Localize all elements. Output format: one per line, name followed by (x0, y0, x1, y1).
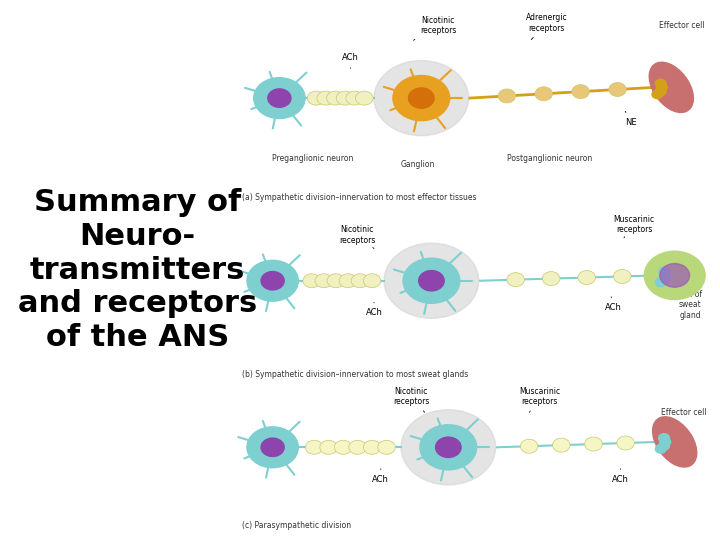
Circle shape (393, 76, 450, 120)
Circle shape (346, 91, 364, 105)
Circle shape (305, 440, 323, 454)
Text: (c) Parasympathetic division: (c) Parasympathetic division (242, 521, 351, 530)
Circle shape (659, 275, 670, 284)
Circle shape (401, 410, 495, 485)
Circle shape (339, 274, 356, 288)
Text: Nicotinic
receptors: Nicotinic receptors (339, 225, 375, 248)
Circle shape (436, 437, 461, 457)
Text: Muscarinic
receptors: Muscarinic receptors (519, 387, 560, 413)
Circle shape (613, 269, 631, 284)
Circle shape (374, 60, 469, 136)
Circle shape (351, 274, 369, 288)
Circle shape (268, 89, 291, 107)
Circle shape (253, 78, 305, 118)
Circle shape (408, 88, 434, 108)
Circle shape (334, 440, 352, 454)
Text: Cell of
sweat
gland: Cell of sweat gland (678, 290, 702, 320)
Text: ACh: ACh (612, 469, 629, 484)
Circle shape (578, 271, 595, 285)
Text: ACh: ACh (366, 302, 382, 318)
Circle shape (403, 258, 460, 303)
Circle shape (307, 91, 325, 105)
Text: Preganglionic neuron: Preganglionic neuron (272, 154, 354, 164)
Circle shape (644, 251, 705, 300)
Text: Adrenergic
receptors: Adrenergic receptors (526, 13, 567, 39)
Text: Effector cell: Effector cell (661, 408, 706, 417)
Circle shape (552, 438, 570, 452)
Circle shape (348, 440, 366, 454)
Circle shape (327, 274, 345, 288)
Circle shape (617, 436, 634, 450)
Circle shape (327, 91, 344, 105)
Circle shape (521, 439, 538, 453)
Ellipse shape (652, 417, 697, 467)
Circle shape (655, 87, 666, 96)
Ellipse shape (649, 62, 693, 112)
Circle shape (261, 438, 284, 456)
Text: Nicotinic
receptors: Nicotinic receptors (393, 387, 429, 413)
Circle shape (535, 87, 552, 101)
Circle shape (657, 83, 667, 92)
Circle shape (572, 85, 590, 99)
Text: Nicotinic
receptors: Nicotinic receptors (413, 16, 456, 40)
Circle shape (364, 274, 381, 288)
Circle shape (303, 274, 320, 288)
Circle shape (418, 271, 444, 291)
Circle shape (320, 440, 338, 454)
Circle shape (659, 267, 670, 276)
Circle shape (585, 437, 602, 451)
Circle shape (247, 260, 298, 301)
Circle shape (660, 271, 670, 280)
Text: (b) Sympathetic division–innervation to most sweat glands: (b) Sympathetic division–innervation to … (242, 370, 469, 379)
Circle shape (498, 89, 516, 103)
Circle shape (247, 427, 298, 468)
Circle shape (315, 274, 333, 288)
Circle shape (659, 442, 670, 450)
Text: ACh: ACh (372, 469, 390, 484)
Circle shape (364, 440, 381, 454)
Text: Postganglionic neuron: Postganglionic neuron (507, 154, 593, 164)
Circle shape (655, 278, 666, 287)
Circle shape (655, 79, 666, 87)
Text: Summary of
Neuro-
transmitters
and receptors
of the ANS: Summary of Neuro- transmitters and recep… (18, 188, 257, 352)
Circle shape (317, 91, 335, 105)
Circle shape (378, 440, 395, 454)
Circle shape (659, 434, 670, 442)
Circle shape (384, 243, 479, 319)
Circle shape (542, 272, 560, 286)
Circle shape (336, 91, 354, 105)
Text: Effector cell: Effector cell (659, 21, 704, 30)
Circle shape (420, 425, 477, 470)
Circle shape (660, 264, 690, 287)
Circle shape (356, 91, 373, 105)
Circle shape (655, 444, 666, 453)
Circle shape (608, 83, 626, 97)
Circle shape (660, 437, 670, 446)
Circle shape (261, 272, 284, 290)
Circle shape (652, 90, 663, 99)
Text: NE: NE (625, 111, 636, 127)
Text: Muscarinic
receptors: Muscarinic receptors (613, 214, 654, 238)
Text: Ganglion: Ganglion (401, 160, 435, 169)
Text: ACh: ACh (342, 53, 359, 69)
Text: ACh: ACh (606, 297, 622, 312)
Text: (a) Sympathetic division–innervation to most effector tissues: (a) Sympathetic division–innervation to … (242, 193, 477, 202)
Circle shape (507, 273, 524, 287)
